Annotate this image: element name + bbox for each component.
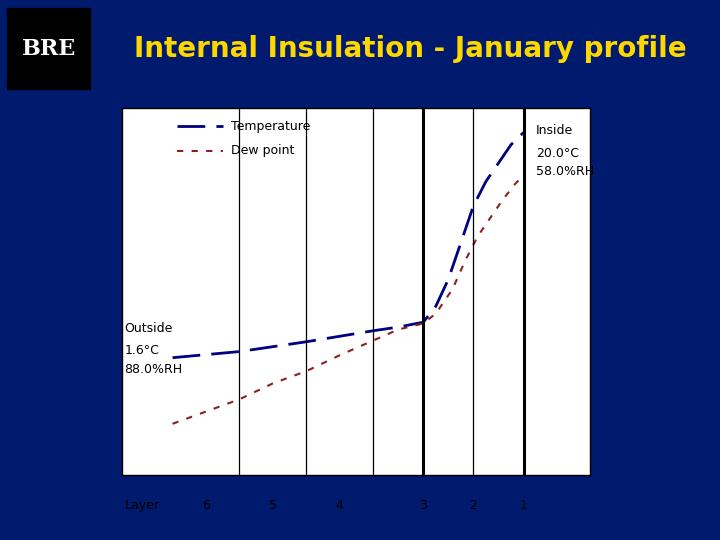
Text: Layer: Layer (125, 500, 160, 512)
Text: BRE: BRE (22, 38, 76, 59)
Text: 3: 3 (419, 500, 427, 512)
Text: Dew point: Dew point (231, 144, 294, 157)
Text: Inside: Inside (536, 124, 573, 137)
Text: 58.0%RH: 58.0%RH (536, 165, 594, 178)
Text: 1.6°C: 1.6°C (125, 344, 159, 357)
Text: 1: 1 (520, 500, 528, 512)
Text: Temperature: Temperature (231, 120, 310, 133)
Text: Outside: Outside (125, 322, 173, 335)
Text: 88.0%RH: 88.0%RH (125, 363, 183, 376)
Text: 4: 4 (336, 500, 343, 512)
Text: 5: 5 (269, 500, 276, 512)
Text: 6: 6 (202, 500, 210, 512)
Text: 20.0°C: 20.0°C (536, 147, 579, 160)
FancyBboxPatch shape (7, 8, 90, 90)
Text: Internal Insulation - January profile: Internal Insulation - January profile (134, 35, 687, 63)
Text: 2: 2 (469, 500, 477, 512)
